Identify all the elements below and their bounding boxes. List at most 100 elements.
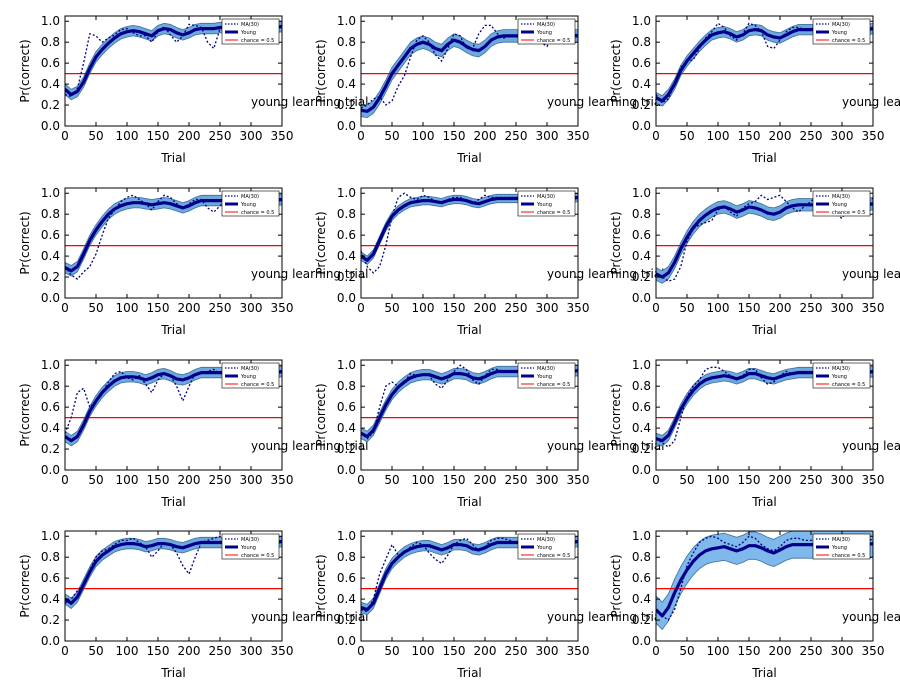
x-tick-label: 250 bbox=[505, 301, 528, 315]
chart-panel-4: 0 50 100 150 200 250 300 350 0.0 0.2 0.4 0.6 0.8 1.0 T… bbox=[18, 186, 369, 337]
x-tick-label: 0 bbox=[652, 644, 660, 658]
x-tick-label: 100 bbox=[412, 644, 435, 658]
x-tick-label: 350 bbox=[271, 301, 294, 315]
x-tick-label: 100 bbox=[116, 644, 139, 658]
chart-panel-1: 0 50 100 150 200 250 300 350 0.0 0.2 0.4 0.6 0.8 1.0 T… bbox=[18, 14, 369, 165]
y-tick-label: 0.6 bbox=[337, 400, 356, 414]
y-tick-label: 0.8 bbox=[632, 379, 651, 393]
y-tick-label: 0.8 bbox=[337, 550, 356, 564]
x-tick-label: 50 bbox=[679, 129, 694, 143]
axes-frame bbox=[64, 187, 283, 299]
x-tick-label: 250 bbox=[800, 473, 823, 487]
annotation-text: young learning trial bbox=[842, 267, 900, 281]
x-tick-label: 350 bbox=[862, 644, 885, 658]
x-tick-label: 350 bbox=[862, 301, 885, 315]
x-tick-label: 200 bbox=[178, 644, 201, 658]
y-tick-label: 1.0 bbox=[632, 186, 651, 200]
y-tick-label: 0.0 bbox=[337, 291, 356, 305]
y-tick-label: 0.0 bbox=[337, 634, 356, 648]
y-tick-label: 0.6 bbox=[41, 56, 60, 70]
y-tick-label: 0.8 bbox=[632, 207, 651, 221]
legend-label: Young bbox=[831, 30, 847, 36]
y-tick-label: 0.8 bbox=[632, 550, 651, 564]
x-tick-label: 200 bbox=[769, 473, 792, 487]
y-tick-label: 0.2 bbox=[41, 270, 60, 284]
y-tick-label: 0.6 bbox=[41, 571, 60, 585]
legend: MA(30) Young chance = 0.5 bbox=[517, 362, 576, 389]
x-tick-label: 350 bbox=[862, 473, 885, 487]
x-tick-label: 50 bbox=[88, 129, 103, 143]
legend-label: MA(30) bbox=[241, 22, 259, 28]
x-tick-label: 50 bbox=[384, 473, 399, 487]
y-tick-label: 1.0 bbox=[41, 529, 60, 543]
x-tick-label: 100 bbox=[707, 473, 730, 487]
y-axis-label: Pr(correct) bbox=[609, 211, 623, 274]
x-tick-label: 300 bbox=[536, 301, 559, 315]
y-tick-label: 1.0 bbox=[337, 14, 356, 28]
legend-label: Young bbox=[240, 545, 256, 551]
legend-label: MA(30) bbox=[832, 537, 850, 543]
chart-panel-8: 0 50 100 150 200 250 300 350 0.0 0.2 0.4 0.6 0.8 1.0 T… bbox=[314, 358, 665, 509]
x-tick-label: 300 bbox=[831, 644, 854, 658]
x-tick-label: 150 bbox=[147, 301, 170, 315]
legend-label: chance = 0.5 bbox=[832, 382, 865, 388]
x-axis-label: Trial bbox=[160, 495, 186, 509]
y-tick-label: 0.8 bbox=[337, 35, 356, 49]
legend-label: MA(30) bbox=[537, 22, 555, 28]
x-tick-label: 350 bbox=[271, 473, 294, 487]
y-tick-label: 0.4 bbox=[337, 77, 356, 91]
chart-panel-3: 0 50 100 150 200 250 300 350 0.0 0.2 0.4 0.6 0.8 1.0 T… bbox=[609, 14, 900, 165]
y-tick-label: 0.8 bbox=[41, 35, 60, 49]
y-tick-label: 0.0 bbox=[41, 634, 60, 648]
x-tick-label: 50 bbox=[384, 644, 399, 658]
y-tick-label: 1.0 bbox=[632, 358, 651, 372]
legend-label: Young bbox=[536, 545, 552, 551]
x-tick-label: 50 bbox=[88, 644, 103, 658]
legend: MA(30) Young chance = 0.5 bbox=[517, 190, 576, 217]
y-tick-label: 0.0 bbox=[632, 634, 651, 648]
y-axis-label: Pr(correct) bbox=[609, 554, 623, 617]
y-axis-label: Pr(correct) bbox=[314, 554, 328, 617]
legend-label: chance = 0.5 bbox=[241, 553, 274, 559]
legend: MA(30) Young chance = 0.5 bbox=[812, 190, 871, 217]
axes-frame bbox=[64, 530, 283, 642]
chart-panel-11: 0 50 100 150 200 250 300 350 0.0 0.2 0.4 0.6 0.8 1.0 T… bbox=[314, 529, 665, 680]
x-tick-label: 100 bbox=[412, 301, 435, 315]
x-tick-label: 350 bbox=[862, 129, 885, 143]
y-axis-label: Pr(correct) bbox=[314, 39, 328, 102]
y-tick-label: 0.4 bbox=[632, 249, 651, 263]
x-tick-label: 350 bbox=[567, 129, 590, 143]
legend-label: Young bbox=[240, 374, 256, 380]
y-axis-label: Pr(correct) bbox=[18, 383, 32, 446]
y-tick-label: 0.2 bbox=[337, 613, 356, 627]
legend-label: chance = 0.5 bbox=[537, 210, 570, 216]
x-tick-label: 0 bbox=[652, 129, 660, 143]
x-tick-label: 50 bbox=[679, 644, 694, 658]
y-tick-label: 0.4 bbox=[41, 77, 60, 91]
x-tick-label: 300 bbox=[536, 644, 559, 658]
y-tick-label: 0.0 bbox=[41, 119, 60, 133]
y-tick-label: 0.4 bbox=[632, 77, 651, 91]
x-tick-label: 200 bbox=[769, 644, 792, 658]
x-tick-label: 200 bbox=[474, 301, 497, 315]
x-tick-label: 300 bbox=[831, 129, 854, 143]
x-tick-label: 50 bbox=[679, 301, 694, 315]
x-tick-label: 50 bbox=[679, 473, 694, 487]
legend-label: chance = 0.5 bbox=[241, 38, 274, 44]
x-axis-label: Trial bbox=[456, 323, 482, 337]
x-tick-label: 150 bbox=[443, 473, 466, 487]
legend: MA(30) Young chance = 0.5 bbox=[812, 533, 871, 560]
legend-label: Young bbox=[240, 30, 256, 36]
y-tick-label: 0.6 bbox=[337, 56, 356, 70]
legend-label: chance = 0.5 bbox=[537, 382, 570, 388]
axes-frame bbox=[655, 15, 874, 127]
x-tick-label: 250 bbox=[505, 644, 528, 658]
x-tick-label: 0 bbox=[652, 301, 660, 315]
x-tick-label: 0 bbox=[61, 301, 69, 315]
axes-frame bbox=[655, 187, 874, 299]
legend-label: Young bbox=[831, 202, 847, 208]
y-tick-label: 0.2 bbox=[41, 613, 60, 627]
legend: MA(30) Young chance = 0.5 bbox=[221, 190, 280, 217]
x-tick-label: 300 bbox=[536, 473, 559, 487]
